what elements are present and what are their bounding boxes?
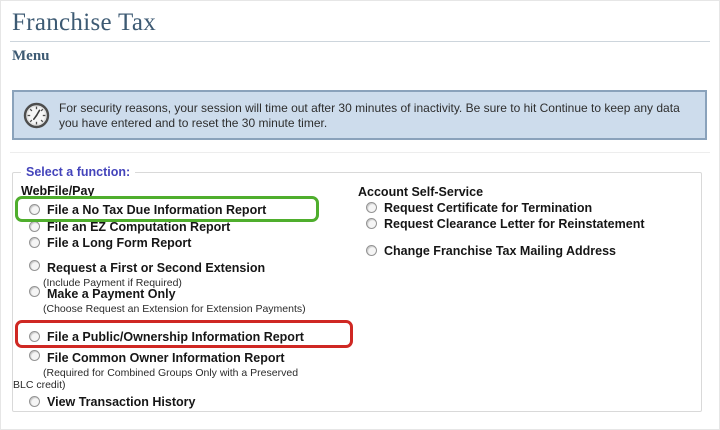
radio-clearance-letter[interactable] xyxy=(366,218,377,229)
fieldset-legend: Select a function: xyxy=(21,165,136,179)
radio-certificate-termination[interactable] xyxy=(366,202,377,213)
select-function-fieldset: Select a function: WebFile/Pay Account S… xyxy=(12,165,702,412)
page-title: Franchise Tax xyxy=(12,9,157,36)
radio-no-tax-due-report[interactable] xyxy=(29,204,40,215)
option-public-ownership-report[interactable]: File a Public/Ownership Information Repo… xyxy=(29,330,304,344)
option-label[interactable]: File Common Owner Information Report xyxy=(47,351,285,365)
radio-request-extension[interactable] xyxy=(29,260,40,271)
session-timeout-notice: For security reasons, your session will … xyxy=(12,90,707,140)
option-change-mailing-address[interactable]: Change Franchise Tax Mailing Address xyxy=(366,244,616,258)
option-subtext-wrap: BLC credit) xyxy=(13,379,66,391)
option-label[interactable]: File a Public/Ownership Information Repo… xyxy=(47,330,304,344)
section-divider xyxy=(10,152,710,153)
option-request-extension[interactable]: Request a First or Second Extension (Inc… xyxy=(29,259,265,289)
radio-ez-computation-report[interactable] xyxy=(29,221,40,232)
option-label[interactable]: Change Franchise Tax Mailing Address xyxy=(384,244,617,258)
option-label[interactable]: Request Certificate for Termination xyxy=(384,201,593,215)
option-certificate-termination[interactable]: Request Certificate for Termination xyxy=(366,201,592,215)
session-timeout-text: For security reasons, your session will … xyxy=(59,101,680,130)
radio-long-form-report[interactable] xyxy=(29,237,40,248)
radio-common-owner-report[interactable] xyxy=(29,350,40,361)
option-subtext: (Include Payment if Required) xyxy=(43,277,182,289)
radio-public-ownership-report[interactable] xyxy=(29,331,40,342)
account-self-service-header: Account Self-Service xyxy=(358,185,484,199)
option-make-payment-only[interactable]: Make a Payment Only (Choose Request an E… xyxy=(29,285,306,315)
option-label[interactable]: Request Clearance Letter for Reinstateme… xyxy=(384,217,645,231)
option-view-transaction-history[interactable]: View Transaction History xyxy=(29,395,195,409)
radio-view-transaction-history[interactable] xyxy=(29,396,40,407)
option-clearance-letter[interactable]: Request Clearance Letter for Reinstateme… xyxy=(366,217,645,231)
option-label[interactable]: File a Long Form Report xyxy=(47,236,192,250)
option-no-tax-due-report[interactable]: File a No Tax Due Information Report xyxy=(29,203,266,217)
option-label[interactable]: File an EZ Computation Report xyxy=(47,220,231,234)
radio-change-mailing-address[interactable] xyxy=(366,245,377,256)
option-label[interactable]: View Transaction History xyxy=(47,395,196,409)
option-ez-computation-report[interactable]: File an EZ Computation Report xyxy=(29,220,230,234)
option-label[interactable]: Make a Payment Only xyxy=(47,287,176,301)
option-label[interactable]: File a No Tax Due Information Report xyxy=(47,203,267,217)
clock-icon xyxy=(23,102,50,129)
radio-make-payment-only[interactable] xyxy=(29,286,40,297)
option-subtext: (Required for Combined Groups Only with … xyxy=(43,367,299,379)
page-subtitle: Menu xyxy=(12,48,50,64)
option-subtext: (Choose Request an Extension for Extensi… xyxy=(43,303,306,315)
option-long-form-report[interactable]: File a Long Form Report xyxy=(29,236,191,250)
webfile-pay-header: WebFile/Pay xyxy=(21,184,95,198)
option-common-owner-report[interactable]: File Common Owner Information Report (Re… xyxy=(13,349,299,391)
title-divider xyxy=(10,41,710,42)
option-label[interactable]: Request a First or Second Extension xyxy=(47,261,266,275)
